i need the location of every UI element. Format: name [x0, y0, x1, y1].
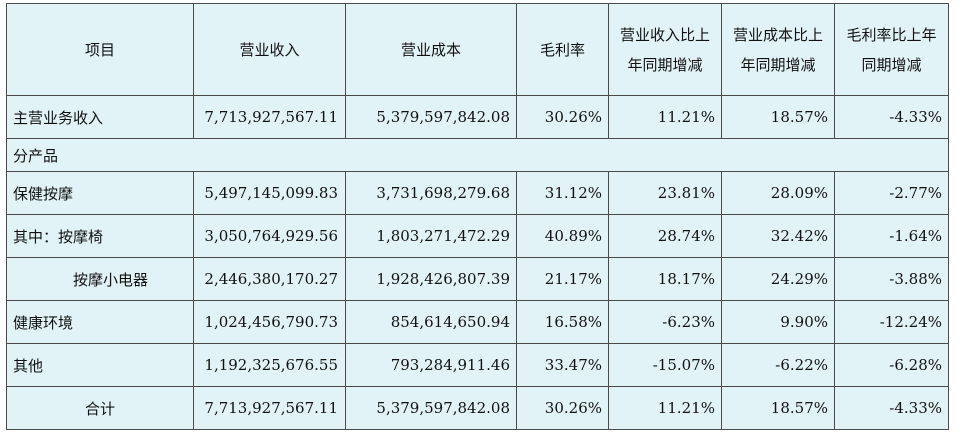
financial-table-container: 项目 营业收入 营业成本 毛利率 营业收入比上年同期增减 营业成本比上年同期增减… [6, 3, 949, 430]
cell-margin: 40.89% [516, 214, 609, 258]
row-item-label: 其他 [6, 343, 194, 387]
header-margin: 毛利率 [516, 3, 609, 96]
cell-cost-change: 24.29% [721, 257, 835, 301]
cell-margin-change: -4.33% [834, 386, 949, 430]
cell-revenue-change: 23.81% [608, 171, 722, 215]
cell-revenue-change: 11.21% [608, 386, 722, 430]
cell-revenue: 2,446,380,170.27 [193, 257, 346, 301]
header-revenue: 营业收入 [193, 3, 346, 96]
cell-cost: 5,379,597,842.08 [345, 95, 517, 139]
cell-margin-change: -4.33% [834, 95, 949, 139]
cell-revenue-change: -15.07% [608, 343, 722, 387]
group-label: 分产品 [6, 138, 949, 172]
cell-revenue: 1,192,325,676.55 [193, 343, 346, 387]
table-row: 保健按摩 5,497,145,099.83 3,731,698,279.68 3… [6, 171, 949, 215]
table-total-row: 合计 7,713,927,567.11 5,379,597,842.08 30.… [6, 386, 949, 430]
cell-revenue: 1,024,456,790.73 [193, 300, 346, 344]
cell-margin-change: -12.24% [834, 300, 949, 344]
cell-cost: 3,731,698,279.68 [345, 171, 517, 215]
cell-revenue: 7,713,927,567.11 [193, 386, 346, 430]
cell-revenue: 5,497,145,099.83 [193, 171, 346, 215]
cell-margin: 21.17% [516, 257, 609, 301]
row-item-label: 健康环境 [6, 300, 194, 344]
header-revenue-change: 营业收入比上年同期增减 [608, 3, 722, 96]
cell-cost: 1,803,271,472.29 [345, 214, 517, 258]
cell-cost: 854,614,650.94 [345, 300, 517, 344]
cell-margin: 31.12% [516, 171, 609, 215]
cell-margin-change: -2.77% [834, 171, 949, 215]
cell-margin: 30.26% [516, 386, 609, 430]
header-cost: 营业成本 [345, 3, 517, 96]
cell-cost-change: 32.42% [721, 214, 835, 258]
cell-margin-change: -6.28% [834, 343, 949, 387]
cell-cost: 793,284,911.46 [345, 343, 517, 387]
table-group-row: 分产品 [6, 138, 949, 172]
cell-revenue: 7,713,927,567.11 [193, 95, 346, 139]
cell-cost-change: -6.22% [721, 343, 835, 387]
table-row: 其中：按摩椅 3,050,764,929.56 1,803,271,472.29… [6, 214, 949, 258]
row-item-label: 按摩小电器 [6, 257, 194, 301]
cell-revenue-change: -6.23% [608, 300, 722, 344]
cell-cost-change: 18.57% [721, 95, 835, 139]
cell-revenue-change: 11.21% [608, 95, 722, 139]
cell-margin-change: -3.88% [834, 257, 949, 301]
table-row: 健康环境 1,024,456,790.73 854,614,650.94 16.… [6, 300, 949, 344]
total-label: 合计 [6, 386, 194, 430]
cell-cost-change: 28.09% [721, 171, 835, 215]
header-cost-change: 营业成本比上年同期增减 [721, 3, 835, 96]
cell-cost-change: 9.90% [721, 300, 835, 344]
cell-cost-change: 18.57% [721, 386, 835, 430]
table-row: 其他 1,192,325,676.55 793,284,911.46 33.47… [6, 343, 949, 387]
table-row: 按摩小电器 2,446,380,170.27 1,928,426,807.39 … [6, 257, 949, 301]
cell-margin-change: -1.64% [834, 214, 949, 258]
cell-revenue-change: 18.17% [608, 257, 722, 301]
row-item-label: 其中：按摩椅 [6, 214, 194, 258]
cell-margin: 33.47% [516, 343, 609, 387]
row-item-label: 保健按摩 [6, 171, 194, 215]
cell-margin: 30.26% [516, 95, 609, 139]
header-item: 项目 [6, 3, 194, 96]
cell-margin: 16.58% [516, 300, 609, 344]
cell-revenue-change: 28.74% [608, 214, 722, 258]
table-row: 主营业务收入 7,713,927,567.11 5,379,597,842.08… [6, 95, 949, 139]
cell-cost: 5,379,597,842.08 [345, 386, 517, 430]
revenue-cost-table: 项目 营业收入 营业成本 毛利率 营业收入比上年同期增减 营业成本比上年同期增减… [6, 3, 949, 430]
row-item-label: 主营业务收入 [6, 95, 194, 139]
cell-cost: 1,928,426,807.39 [345, 257, 517, 301]
table-header-row: 项目 营业收入 营业成本 毛利率 营业收入比上年同期增减 营业成本比上年同期增减… [6, 3, 949, 96]
cell-revenue: 3,050,764,929.56 [193, 214, 346, 258]
header-margin-change: 毛利率比上年同期增减 [834, 3, 949, 96]
